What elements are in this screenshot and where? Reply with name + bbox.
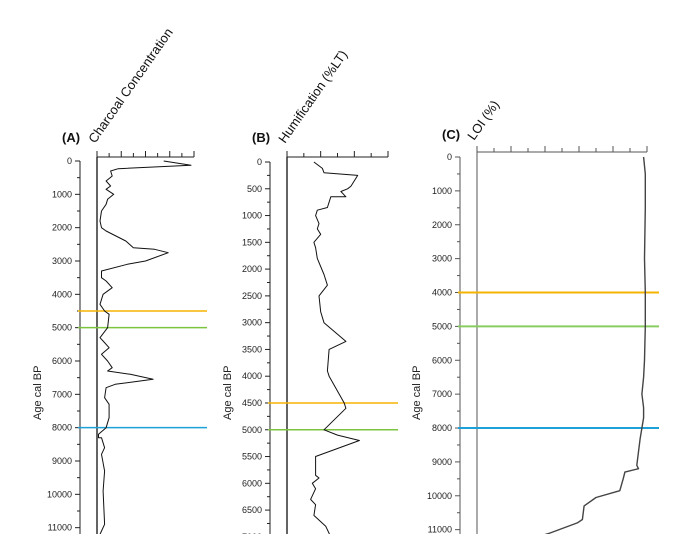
y-tick-label: 5000	[432, 321, 452, 331]
y-axis-label: Age cal BP	[411, 366, 423, 420]
y-axis: 0 1000 2000 3000 4000 5000 6000 7000 8000 9000 100…	[47, 156, 81, 534]
x-axis: 0204060	[286, 151, 389, 534]
series-lines	[98, 160, 192, 534]
panel-title: LOI (%)	[464, 97, 502, 142]
y-tick-label: 7000	[52, 389, 72, 399]
y-tick-label: 7000	[242, 532, 262, 534]
y-tick-label: 4000	[52, 289, 72, 299]
y-tick-label: 9000	[432, 457, 452, 467]
panel-letter: (A)	[62, 130, 80, 145]
zone-lines	[78, 310, 207, 429]
panel-title: Humification (%LT)	[275, 47, 350, 145]
y-tick-label: 500	[247, 184, 262, 194]
y-tick-label: 11000	[428, 525, 452, 534]
zone-lines	[458, 291, 659, 430]
panel-a-charcoal: (A) Charcoal Concentration Age cal BP 01…	[32, 25, 207, 534]
y-tick-label: 11000	[48, 523, 72, 533]
y-tick-label: 4000	[432, 288, 452, 298]
y-tick-label: 5000	[52, 323, 72, 333]
panel-letter: (C)	[442, 127, 460, 142]
y-tick-label: 5500	[242, 452, 262, 462]
y-tick-label: 0	[67, 156, 72, 166]
y-tick-label: 0	[257, 157, 262, 167]
series-line	[544, 156, 646, 534]
series-line	[310, 161, 360, 534]
y-tick-label: 8000	[432, 423, 452, 433]
y-tick-label: 6000	[432, 355, 452, 365]
y-tick-label: 2000	[242, 264, 262, 274]
y-tick-label: 7000	[432, 389, 452, 399]
x-axis: 01600320048006400	[96, 151, 195, 534]
y-tick-label: 2000	[432, 220, 452, 230]
y-tick-label: 6500	[242, 505, 262, 515]
panel-title: Charcoal Concentration	[85, 25, 176, 145]
y-axis: 0 500 1000 1500 2000 2500 3000 3500 4000 4500 5000…	[242, 157, 271, 534]
y-tick-label: 4500	[242, 398, 262, 408]
series-lines	[544, 156, 646, 534]
y-tick-label: 6000	[242, 478, 262, 488]
y-tick-label: 6000	[52, 356, 72, 366]
series-line	[98, 160, 192, 534]
y-tick-label: 8000	[52, 423, 72, 433]
y-tick-label: 10000	[47, 489, 72, 499]
y-tick-label: 4000	[242, 371, 262, 381]
y-tick-label: 3000	[242, 318, 262, 328]
y-tick-label: 1000	[432, 186, 452, 196]
y-tick-label: 1500	[242, 237, 262, 247]
y-tick-label: 1000	[242, 211, 262, 221]
y-axis: 0 1000 2000 3000 4000 5000 6000 7000 8000 9000 100…	[427, 152, 461, 534]
y-tick-label: 3500	[242, 344, 262, 354]
y-tick-label: 10000	[427, 491, 452, 501]
y-tick-label: 3000	[52, 256, 72, 266]
y-axis-label: Age cal BP	[32, 366, 44, 420]
x-axis: 020406080100	[476, 146, 648, 534]
panel-letter: (B)	[252, 130, 270, 145]
y-tick-label: 0	[447, 152, 452, 162]
panel-b-humification: (B) Humification (%LT) Age cal BP 0 500 10…	[222, 47, 398, 534]
y-tick-label: 3000	[432, 254, 452, 264]
zone-lines	[268, 402, 398, 431]
y-tick-label: 9000	[52, 456, 72, 466]
series-lines	[310, 161, 360, 534]
y-tick-label: 2500	[242, 291, 262, 301]
y-axis-label: Age cal BP	[222, 366, 234, 420]
y-tick-label: 2000	[52, 223, 72, 233]
y-tick-label: 1000	[52, 189, 72, 199]
y-tick-label: 5000	[242, 425, 262, 435]
panel-c-loi: (C) LOI (%) Age cal BP 0 1000 2000 3000 4000…	[411, 97, 659, 534]
